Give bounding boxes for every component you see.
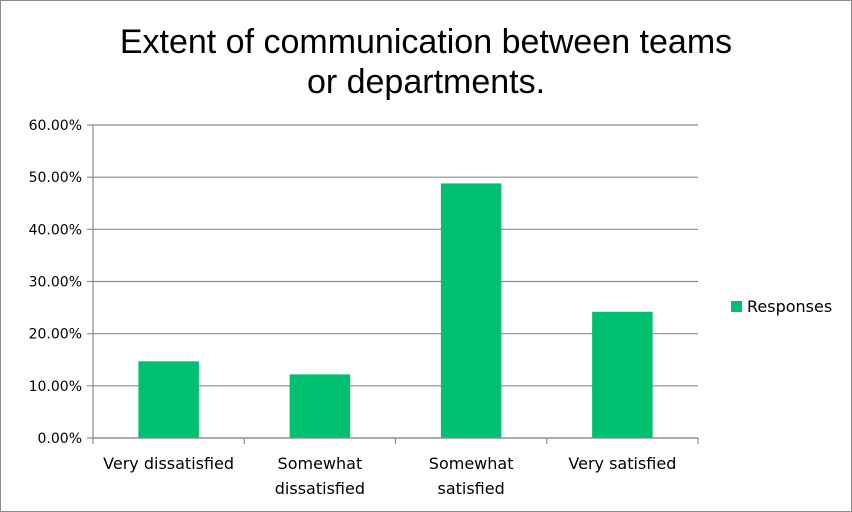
x-category-label: Somewhat [278,454,363,473]
y-tick-label: 0.00% [38,431,82,447]
x-category-label: satisfied [437,479,504,498]
y-tick-label: 30.00% [29,275,82,291]
y-tick-label: 60.00% [29,118,82,134]
bar [138,361,199,438]
bars [138,183,653,438]
x-axis-category-labels: Very dissatisfied Somewhat dissatisfied Som… [103,454,676,498]
legend-label: Responses [747,297,832,316]
chart-title-line-1: Extent of communication between teams [120,23,732,61]
y-tick-label: 40.00% [29,222,82,238]
bar [440,183,502,438]
y-tick-label: 20.00% [29,327,82,343]
chart-title-line-2: or departments. [307,63,545,101]
legend-swatch [731,301,742,312]
bar [592,311,653,438]
x-axis [92,437,699,444]
x-category-label: Somewhat [429,454,514,473]
y-tick-label: 50.00% [29,170,82,186]
x-category-label: dissatisfied [275,479,365,498]
x-category-label: Very satisfied [568,454,676,473]
bar [289,374,351,438]
chart-title: Extent of communication between teams or… [120,23,732,101]
y-tick-label: 10.00% [29,379,82,395]
y-axis-tick-labels: 0.00% 10.00% 20.00% 30.00% 40.00% 50.00% 60.00… [29,118,82,447]
x-category-label: Very dissatisfied [103,454,234,473]
legend: Responses [731,297,832,316]
